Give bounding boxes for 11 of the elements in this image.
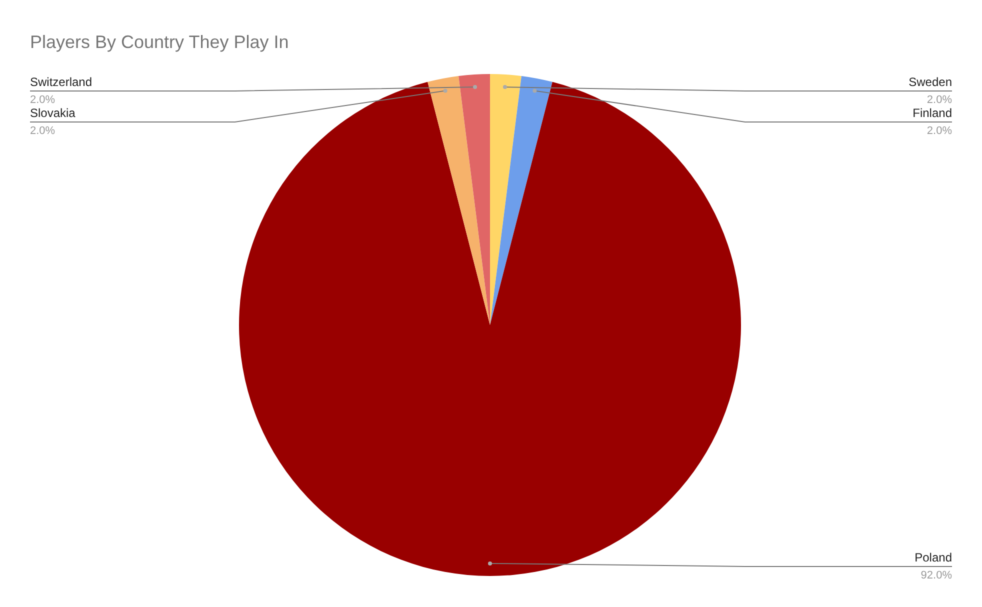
data-label: 2.0% xyxy=(926,125,952,137)
chart-title: Players By Country They Play In xyxy=(30,32,289,52)
slice-label: Finland xyxy=(912,106,952,120)
slice-label: Sweden xyxy=(908,75,952,89)
data-label: 2.0% xyxy=(926,94,952,106)
data-label: 2.0% xyxy=(30,125,56,137)
slice-label: Switzerland xyxy=(30,75,92,89)
slice-label: Slovakia xyxy=(30,106,76,120)
data-label: 2.0% xyxy=(30,94,56,106)
data-label: 92.0% xyxy=(920,569,952,582)
slice-label: Poland xyxy=(914,550,952,564)
